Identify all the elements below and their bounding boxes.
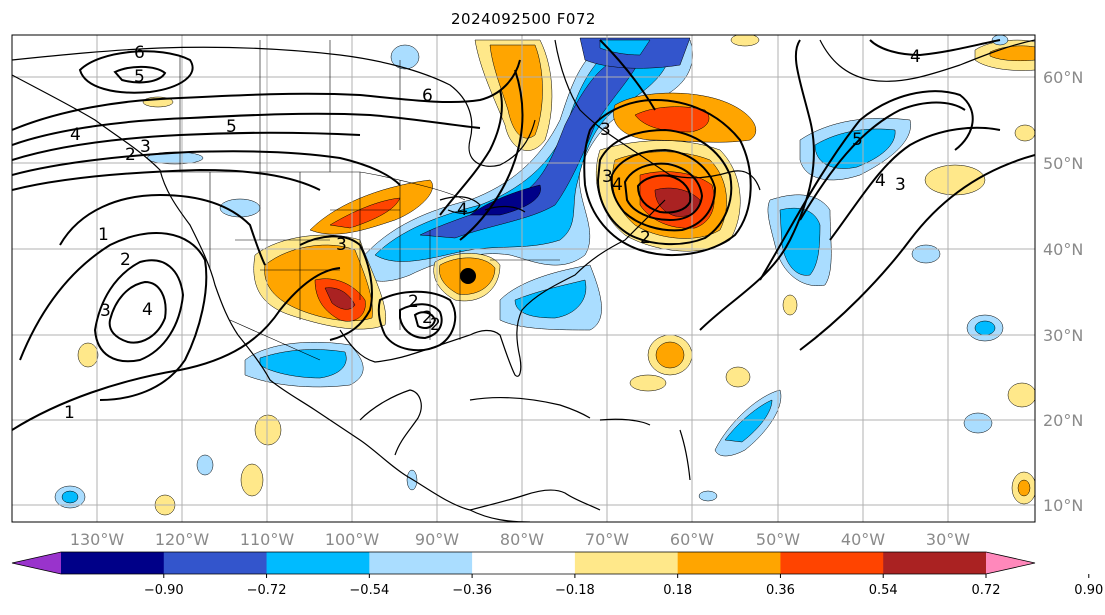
colorbar-tick-label: −0.18: [555, 583, 595, 598]
lon-label: 100°W: [325, 530, 380, 549]
colorbar-segment: [883, 552, 987, 574]
colorbar-segment: [574, 552, 679, 574]
contour-label: 3: [602, 167, 613, 187]
contour-label: 3: [600, 120, 611, 140]
colorbar-segment: [369, 552, 473, 574]
colorbar-tick-label: −0.90: [144, 583, 184, 598]
contour-label: 1: [98, 225, 109, 245]
lon-label: 110°W: [240, 530, 295, 549]
contour-label: 6: [422, 86, 433, 106]
contour-label: 3: [100, 301, 111, 321]
colorbar-tick-label: 0.54: [869, 583, 898, 598]
contour-lines: [12, 39, 1035, 431]
longitude-axis: 130°W 120°W 110°W 100°W 90°W 80°W 70°W 6…: [70, 530, 970, 549]
contour-label: 2: [640, 228, 651, 248]
colorbar-tick-label: 0.72: [972, 583, 1001, 598]
lon-label: 70°W: [585, 530, 629, 549]
lon-label: 130°W: [70, 530, 125, 549]
lat-label: 40°N: [1043, 240, 1083, 259]
storm-center-marker: [460, 268, 476, 284]
latitude-axis: 60°N 50°N 40°N 30°N 20°N 10°N: [1043, 68, 1083, 515]
colorbar-segment: [163, 552, 268, 574]
contour-label: 3: [895, 175, 906, 195]
contour-label: 2: [125, 145, 136, 165]
colorbar-extension-low: [12, 552, 61, 574]
lon-label: 80°W: [500, 530, 544, 549]
lon-label: 40°W: [841, 530, 885, 549]
contour-label: 2: [120, 250, 131, 270]
contour-label: 4: [612, 175, 623, 195]
contour-label: 4: [70, 125, 81, 145]
map-plot-area: 6 5 6 5 4 3 2 1 2 3 4 3 2 3 4 3 5 4 3 4 …: [12, 35, 1035, 522]
political-borders: [160, 40, 560, 361]
gridlines: [12, 35, 1035, 522]
colorbar: −0.90 −0.72 −0.54 −0.36 −0.18 0.18 0.36 0.54 0.7…: [11, 551, 1103, 598]
contour-label: 3: [336, 235, 347, 255]
coastlines: [12, 39, 1035, 522]
lat-label: 50°N: [1043, 154, 1083, 173]
colorbar-segment: [780, 552, 884, 574]
colorbar-extension-high: [986, 552, 1035, 574]
lat-label: 30°N: [1043, 326, 1083, 345]
lat-label: 60°N: [1043, 68, 1083, 87]
colorbar-tick-label: −0.36: [452, 583, 492, 598]
contour-label-layer: 6 5 6 5 4 3 2 1 2 3 4 3 2 3 4 3 5 4 3 4 …: [64, 43, 921, 423]
lon-label: 60°W: [670, 530, 714, 549]
lon-label: 50°W: [756, 530, 800, 549]
contour-label: 2: [422, 308, 433, 328]
contour-label: 4: [875, 171, 886, 191]
colorbar-segment: [266, 552, 370, 574]
contour-label: 2: [430, 315, 441, 335]
contour-label: 5: [226, 117, 237, 137]
contour-label: 5: [134, 67, 145, 87]
lon-label: 90°W: [415, 530, 459, 549]
lat-label: 20°N: [1043, 411, 1083, 430]
lat-label: 10°N: [1043, 496, 1083, 515]
colorbar-tick-label: 0.18: [663, 583, 692, 598]
colorbar-tick-label: −0.54: [349, 583, 389, 598]
contour-label: 4: [910, 47, 921, 67]
filled-shading-layer: [54, 35, 1035, 516]
contour-label: 4: [457, 200, 468, 220]
colorbar-segment: [472, 552, 576, 574]
map-title: 2024092500 F072: [451, 10, 596, 28]
contour-label: 1: [64, 403, 75, 423]
contour-label: 6: [134, 43, 145, 63]
colorbar-segment: [677, 552, 781, 574]
contour-label: 3: [140, 137, 151, 157]
colorbar-tick-label: 0.90: [1074, 583, 1103, 598]
contour-label: 5: [852, 130, 863, 150]
colorbar-tick-label: −0.72: [247, 583, 287, 598]
contour-label: 4: [142, 300, 153, 320]
colorbar-segment: [61, 552, 165, 574]
lon-label: 30°W: [926, 530, 970, 549]
map-frame: [11, 34, 1036, 523]
colorbar-tick-label: 0.36: [766, 583, 795, 598]
colorbar-outline: [11, 551, 1036, 575]
contour-label: 2: [408, 292, 419, 312]
lon-label: 120°W: [155, 530, 210, 549]
